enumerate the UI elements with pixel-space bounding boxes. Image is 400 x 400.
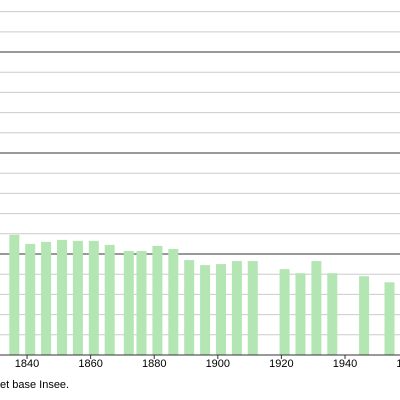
x-tick-label: 1900 [206,358,230,370]
bar [168,248,179,355]
x-tick-label: 1940 [333,358,357,370]
bar [384,282,395,355]
source-note: et base Insee. [0,379,69,391]
bar [57,239,68,355]
bar [104,244,115,355]
bar [184,260,195,355]
bar [41,241,52,355]
bar [279,269,290,355]
x-tick-label: 1880 [142,358,166,370]
bar [123,250,134,355]
x-tick-label: 1860 [78,358,102,370]
bar [247,261,258,355]
x-tick-label: 1920 [269,358,293,370]
bar [327,273,338,355]
bar [200,265,211,355]
bar [152,245,163,355]
bar [25,243,36,355]
bar [215,264,226,355]
bar [231,261,242,355]
x-tick-label: 1960 [396,358,400,370]
bar [359,276,370,355]
bar [9,234,20,355]
bar [295,273,306,355]
bar [72,240,83,355]
x-tick-label: 1840 [15,358,39,370]
bar [136,250,147,355]
bar [88,240,99,355]
bar [311,261,322,355]
